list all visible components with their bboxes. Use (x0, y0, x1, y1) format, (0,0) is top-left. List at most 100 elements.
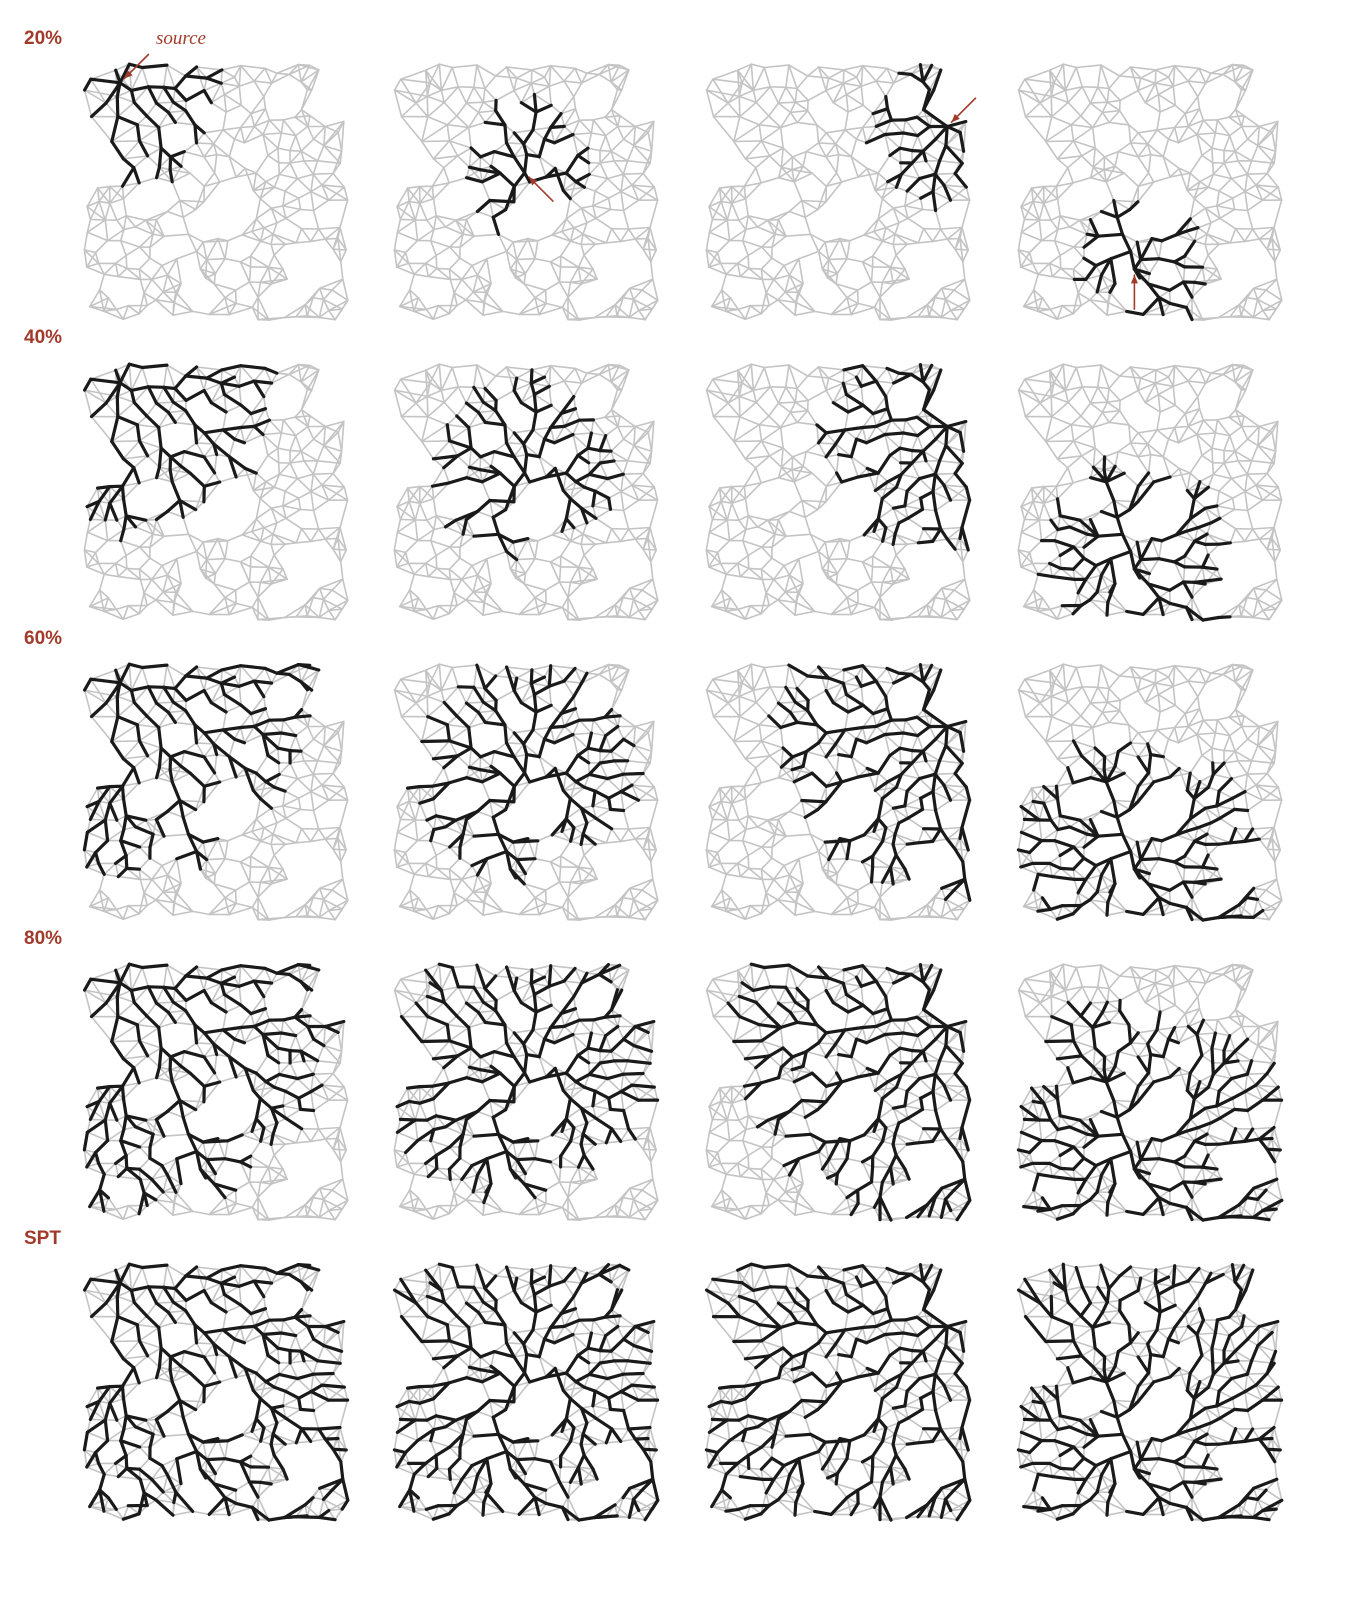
graph-edge (551, 530, 563, 536)
graph-edge (641, 578, 654, 591)
graph-edge (398, 296, 420, 308)
graph-edge (282, 268, 288, 280)
graph-edge (442, 155, 459, 169)
graph-edge (582, 233, 608, 244)
graph-edge (1079, 218, 1092, 221)
tree-edge (1181, 280, 1194, 299)
graph-edge (1169, 172, 1191, 178)
graph-edge (632, 289, 643, 301)
source-annotation-label: source (156, 28, 206, 49)
graph-edge (738, 101, 758, 118)
graph-edge (832, 101, 849, 113)
graph-edge (429, 239, 451, 248)
graph-edge (1137, 456, 1150, 474)
graph-edge (396, 505, 417, 521)
graph-edge (1043, 202, 1052, 221)
graph-edge (1097, 86, 1109, 103)
graph-edge (89, 518, 107, 521)
graph-edge (594, 242, 608, 245)
graph-edge (515, 557, 536, 561)
graph-edge (119, 228, 125, 242)
graph-edge (481, 181, 491, 202)
graph-edge (879, 316, 908, 321)
graph-edge (212, 129, 224, 145)
graph-edge (1050, 215, 1061, 221)
graph-edge (1070, 115, 1082, 126)
graph-edge (1089, 386, 1099, 404)
graph-edge (272, 533, 287, 546)
graph-edge (161, 557, 178, 567)
graph-edge (777, 386, 787, 404)
tree-edge (574, 172, 591, 184)
graph-edge (425, 308, 435, 321)
tree-edge (155, 465, 161, 480)
graph-edge (777, 218, 787, 237)
graph-edge (267, 454, 280, 464)
graph-edge (205, 558, 217, 575)
graph-edge (628, 298, 635, 319)
graph-edge (705, 231, 711, 251)
graph-edge (743, 185, 747, 200)
graph-edge (310, 190, 330, 201)
graph-edge (1228, 108, 1237, 118)
graph-edge (642, 237, 649, 250)
graph-edge (593, 303, 616, 319)
graph-edge (1189, 454, 1203, 474)
graph-edge (760, 268, 775, 281)
graph-edge (476, 64, 486, 90)
graph-edge (879, 616, 908, 621)
graph-edge (195, 250, 202, 270)
graph-edge (1129, 66, 1157, 71)
graph-edge (1262, 308, 1277, 312)
graph-edge (438, 63, 454, 69)
graph-edge (827, 557, 848, 561)
graph-edge (296, 173, 315, 180)
graph-edge (649, 499, 659, 529)
graph-edge (440, 366, 454, 392)
graph-edge (922, 527, 934, 543)
graph-edge (946, 238, 956, 250)
graph-edge (720, 200, 733, 204)
graph-edge (395, 266, 416, 276)
graph-edge (881, 233, 896, 242)
graph-edge (431, 185, 435, 200)
graph-edge (1020, 231, 1043, 242)
graph-edge (155, 168, 171, 179)
graph-edge (744, 155, 771, 160)
graph-edge (426, 395, 446, 404)
graph-edge (563, 80, 583, 84)
tree-edge (564, 171, 578, 184)
graph-edge (427, 567, 438, 578)
tree-edge (480, 171, 502, 184)
graph-edge (210, 393, 226, 404)
graph-edge (1218, 477, 1233, 492)
graph-edge (103, 310, 125, 321)
graph-edge (543, 64, 552, 78)
graph-edge (573, 526, 584, 535)
graph-edge (1217, 303, 1240, 319)
graph-edge (420, 140, 451, 143)
graph-edge (277, 162, 281, 176)
graph-edge (534, 589, 547, 599)
graph-edge (143, 278, 153, 294)
graph-edge (1113, 199, 1139, 203)
graph-edge (241, 517, 258, 536)
graph-edge (1020, 205, 1026, 221)
graph-edge (289, 162, 299, 180)
graph-edge (395, 262, 410, 268)
graph-edge (633, 444, 653, 453)
graph-edge (472, 364, 478, 389)
graph-edge (166, 257, 178, 276)
graph-edge (718, 187, 722, 203)
graph-edge (282, 568, 288, 580)
graph-edge (485, 557, 492, 585)
graph-edge (396, 205, 402, 221)
graph-edge (563, 107, 577, 128)
graph-edge (138, 268, 142, 281)
graph-edge (121, 185, 125, 200)
graph-edge (289, 450, 302, 464)
graph-edge (321, 184, 349, 201)
graph-edge (760, 568, 775, 581)
graph-edge (1072, 176, 1092, 184)
graph-edge (122, 612, 140, 621)
